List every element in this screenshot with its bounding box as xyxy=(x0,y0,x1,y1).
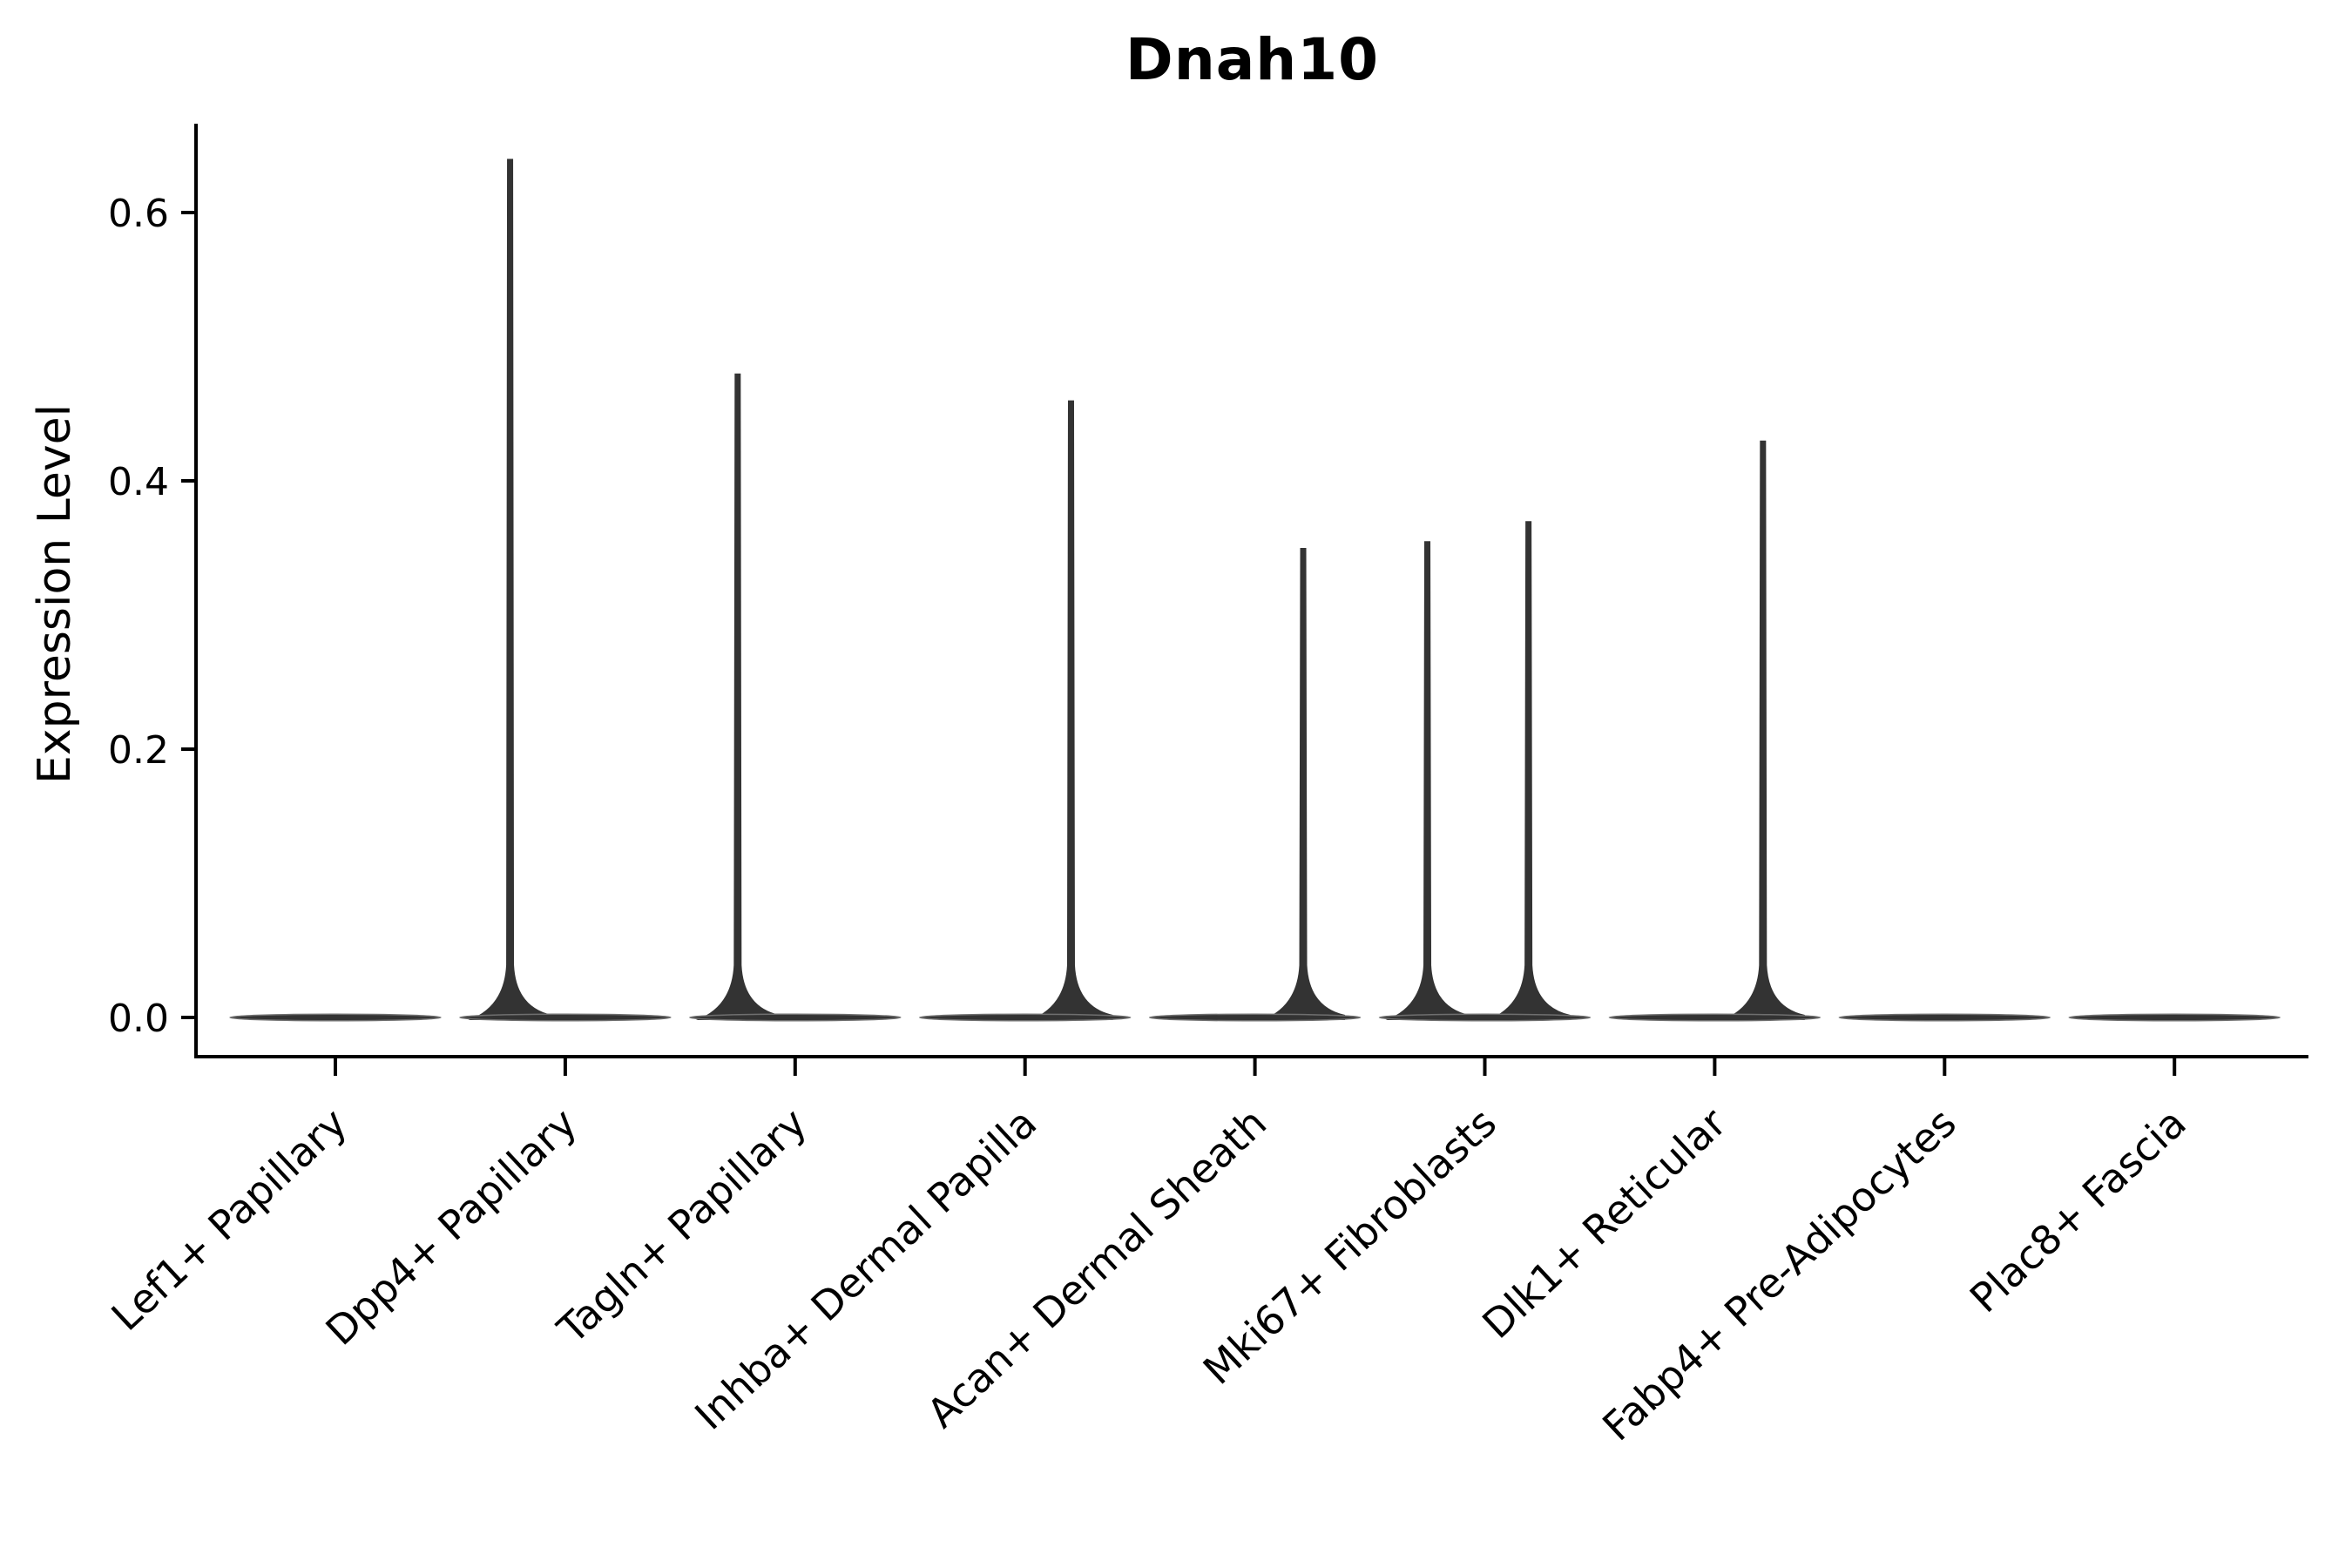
y-tick-label: 0.0 xyxy=(108,997,169,1041)
x-tick-label: Dpp4+ Papillary xyxy=(317,1099,586,1355)
violin-spike xyxy=(695,373,780,1020)
x-tick-label: Tagln+ Papillary xyxy=(548,1099,815,1354)
violin-spike xyxy=(1261,548,1346,1020)
violin-body xyxy=(459,1013,672,1022)
x-tick-label: Dlk1+ Reticular xyxy=(1473,1099,1735,1348)
violin-body xyxy=(1378,1013,1592,1022)
violin-body xyxy=(1608,1013,1821,1022)
violin-spike xyxy=(1486,521,1571,1020)
y-tick-label: 0.4 xyxy=(108,460,169,504)
violin-body xyxy=(2068,1013,2281,1022)
violin-spike xyxy=(1029,400,1113,1021)
violin-body xyxy=(1148,1013,1362,1022)
violin-body xyxy=(689,1013,902,1022)
x-tick-label: Plac8+ Fascia xyxy=(1961,1099,2195,1322)
violin-spike xyxy=(1720,440,1805,1020)
y-tick-label: 0.6 xyxy=(108,192,169,236)
violin-spike xyxy=(1385,541,1470,1020)
chart-title: Dnah10 xyxy=(1125,26,1380,93)
violin-body xyxy=(1838,1013,2051,1022)
y-tick-label: 0.2 xyxy=(108,728,169,773)
violin-body xyxy=(918,1013,1132,1022)
violin-spike xyxy=(468,159,552,1020)
x-tick-label: Lef1+ Papillary xyxy=(103,1099,356,1340)
violin-body xyxy=(229,1013,442,1022)
